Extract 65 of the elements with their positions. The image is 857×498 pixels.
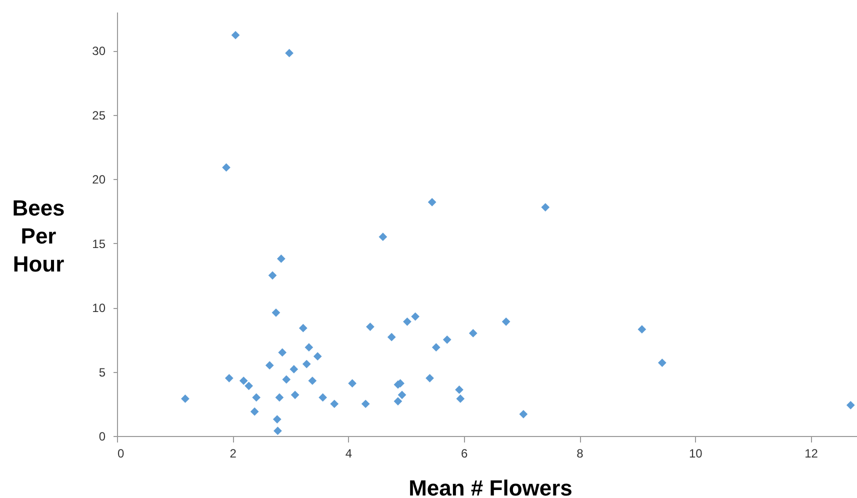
point (274, 426, 282, 436)
point (313, 352, 322, 361)
point (541, 203, 550, 212)
point (224, 374, 234, 382)
point (318, 393, 327, 402)
point (658, 358, 666, 367)
point (268, 271, 277, 280)
point (361, 400, 370, 408)
point (366, 322, 374, 331)
point (394, 397, 402, 406)
point (308, 376, 317, 385)
point (272, 308, 280, 317)
point (411, 312, 420, 321)
point (387, 332, 396, 342)
point (290, 365, 298, 374)
point (278, 348, 287, 357)
point (519, 410, 528, 418)
point (468, 329, 478, 338)
point (285, 48, 294, 58)
point (272, 415, 282, 424)
y-tick-label: 5 (98, 365, 106, 380)
x-tick-label: 8 (576, 446, 584, 460)
point (275, 393, 284, 402)
point (502, 317, 510, 326)
y-tick-label: 25 (92, 108, 106, 122)
point (265, 361, 274, 370)
y-tick-label: 15 (92, 236, 106, 251)
point (239, 376, 248, 385)
point (638, 325, 646, 334)
point (181, 394, 190, 403)
x-tick-label: 12 (804, 446, 818, 460)
y-tick-label: 10 (92, 301, 106, 316)
point (252, 393, 261, 402)
x-tick-label: 4 (345, 446, 352, 460)
y-axis-title: Bees Per Hour (12, 196, 65, 276)
point (298, 324, 308, 332)
point (426, 374, 434, 382)
point (330, 400, 339, 408)
point (846, 400, 855, 410)
point (456, 394, 465, 403)
y-tick-label: 30 (92, 44, 106, 58)
point (282, 375, 291, 384)
x-tick-label: 2 (230, 446, 237, 460)
point (290, 390, 300, 400)
point (231, 30, 240, 40)
point (432, 343, 440, 352)
point (428, 198, 436, 206)
point (250, 407, 259, 416)
point (442, 335, 452, 344)
y-tick-label: 20 (92, 172, 106, 187)
point (277, 254, 286, 263)
x-axis-title: Mean # Flowers (408, 476, 572, 498)
point (302, 360, 311, 368)
y-tick-label: 0 (98, 430, 106, 444)
point (378, 232, 388, 242)
point (403, 317, 412, 326)
point (455, 386, 464, 394)
point (244, 382, 253, 390)
x-tick-label: 6 (461, 446, 468, 460)
x-tick-label: 10 (688, 446, 703, 460)
point (222, 163, 230, 172)
point (304, 343, 314, 352)
point (348, 379, 356, 388)
point (398, 390, 406, 400)
x-tick-label: 0 (118, 446, 124, 460)
